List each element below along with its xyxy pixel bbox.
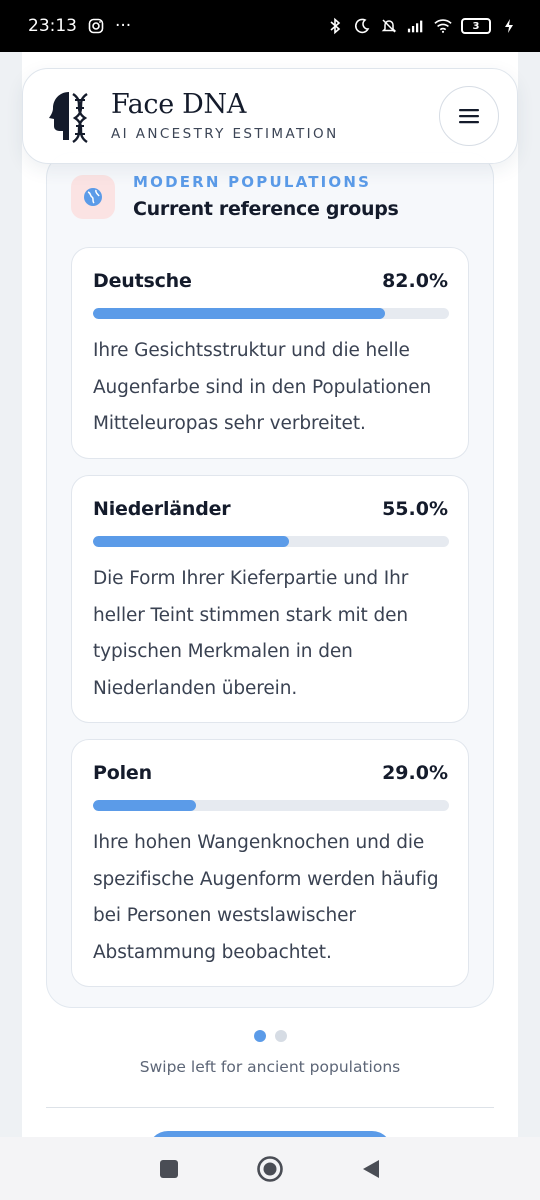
overflow-dots: ··· <box>115 16 132 36</box>
modern-populations-card[interactable]: MODERN POPULATIONS Current reference gro… <box>46 152 494 1008</box>
population-description: Die Form Ihrer Kieferpartie und Ihr hell… <box>93 568 409 699</box>
status-time: 23:13 <box>28 16 77 36</box>
bluetooth-icon <box>326 17 344 35</box>
progress-track <box>93 536 449 547</box>
population-header: Niederländer 55.0% <box>93 498 448 520</box>
status-bar: 23:13 ··· 3 <box>0 0 540 52</box>
back-triangle-icon[interactable] <box>361 1158 381 1180</box>
progress-track <box>93 800 449 811</box>
page-dot-active[interactable] <box>253 1030 266 1042</box>
status-right: 3 <box>326 17 518 35</box>
population-name: Niederländer <box>93 498 231 520</box>
swipe-hint: Swipe left for ancient populations <box>139 1058 401 1076</box>
status-left: 23:13 ··· <box>28 16 131 36</box>
divider <box>46 1107 494 1108</box>
face-dna-logo <box>49 92 88 143</box>
population-description: Ihre Gesichtsstruktur und die helle Auge… <box>93 340 432 434</box>
app-viewport[interactable]: Face DNA AI ANCESTRY ESTIMATION MODERN P… <box>0 52 540 1137</box>
section-kicker: MODERN POPULATIONS <box>133 173 372 191</box>
population-description: Ihre hohen Wangenknochen und die spezifi… <box>93 832 439 963</box>
home-circle-icon[interactable] <box>256 1155 284 1183</box>
page-indicator <box>0 1030 540 1042</box>
page-dot[interactable] <box>274 1030 287 1042</box>
globe-badge <box>71 174 115 219</box>
bell-off-icon <box>380 17 398 35</box>
charging-icon <box>500 17 518 35</box>
app-header: Face DNA AI ANCESTRY ESTIMATION <box>22 68 518 164</box>
population-card: Niederländer 55.0% Die Form Ihrer Kiefer… <box>71 475 469 723</box>
battery-icon: 3 <box>461 18 491 34</box>
population-name: Deutsche <box>93 270 192 292</box>
progress-fill <box>93 800 197 811</box>
population-card: Deutsche 82.0% Ihre Gesichtsstruktur und… <box>71 247 469 459</box>
population-card: Polen 29.0% Ihre hohen Wangenknochen und… <box>71 739 469 987</box>
moon-icon <box>353 17 371 35</box>
brand-tagline: AI ANCESTRY ESTIMATION <box>111 125 339 142</box>
instagram-icon <box>87 17 105 35</box>
menu-icon <box>459 109 479 124</box>
primary-button-peek[interactable] <box>148 1131 392 1137</box>
section-title: Current reference groups <box>133 198 399 220</box>
system-nav-bar <box>0 1137 540 1200</box>
progress-track <box>93 308 449 319</box>
brand-block: Face DNA AI ANCESTRY ESTIMATION <box>111 90 339 142</box>
progress-fill <box>93 308 385 319</box>
population-percent: 82.0% <box>382 270 448 292</box>
population-percent: 55.0% <box>382 498 448 520</box>
population-header: Polen 29.0% <box>93 762 448 784</box>
menu-button[interactable] <box>439 86 499 146</box>
signal-icon <box>407 17 425 35</box>
brand-title: Face DNA <box>111 89 247 121</box>
section-heading-text: MODERN POPULATIONS Current reference gro… <box>133 173 399 220</box>
population-percent: 29.0% <box>382 762 448 784</box>
section-header: MODERN POPULATIONS Current reference gro… <box>71 173 399 220</box>
population-header: Deutsche 82.0% <box>93 270 448 292</box>
wifi-icon <box>434 17 452 35</box>
population-name: Polen <box>93 762 152 784</box>
progress-fill <box>93 536 289 547</box>
recents-square-icon[interactable] <box>159 1159 179 1179</box>
globe-icon <box>84 187 102 206</box>
